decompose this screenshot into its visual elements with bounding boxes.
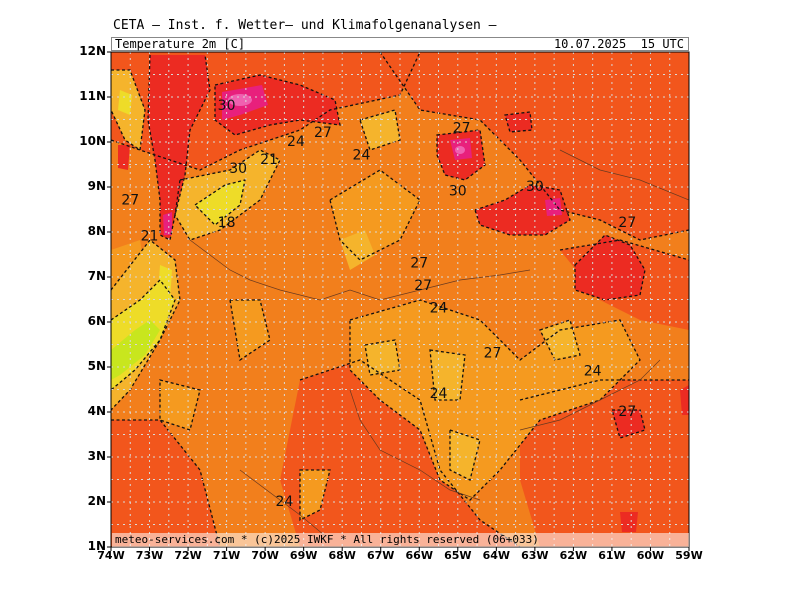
contour-label: 30 xyxy=(218,98,236,114)
x-axis-label: 64W xyxy=(482,549,511,562)
map-area: 30 27 24 21 30 24 27 30 30 27 27 18 21 27 27 24 27 24 24 27… xyxy=(111,52,689,547)
map-frame xyxy=(110,51,690,548)
header-title: CETA — Inst. f. Wetter— und Klimafolgena… xyxy=(113,18,497,33)
contour-label: 24 xyxy=(287,134,305,150)
x-axis-label: 73W xyxy=(135,549,164,562)
contour-label: 27 xyxy=(618,404,636,420)
x-axis-label: 66W xyxy=(405,549,433,562)
x-axis-label: 69W xyxy=(289,549,318,562)
graticule-grid xyxy=(111,52,689,547)
x-axis-label: 62W xyxy=(559,549,588,562)
contour-label: 27 xyxy=(484,346,502,362)
x-axis-label: 63W xyxy=(521,549,549,562)
contour-label: 21 xyxy=(141,229,159,245)
contour-label: 27 xyxy=(453,121,471,137)
x-axis-label: 59W xyxy=(675,549,703,562)
contour-label: 30 xyxy=(526,179,544,195)
header-subbar: Temperature 2m [C] 10.07.2025 15 UTC xyxy=(111,37,689,51)
y-axis-label: 4N xyxy=(87,404,106,418)
y-axis-label: 8N xyxy=(87,224,106,238)
y-axis-label: 2N xyxy=(87,494,106,508)
y-axis-label: 9N xyxy=(87,179,106,193)
y-axis-label: 5N xyxy=(87,359,106,373)
x-axis-label: 74W xyxy=(97,549,125,562)
contour-label: 24 xyxy=(353,148,371,164)
x-axis-label: 61W xyxy=(598,549,626,562)
contour-label: 27 xyxy=(618,215,636,231)
x-axis-label: 68W xyxy=(328,549,356,562)
x-axis-label: 67W xyxy=(366,549,395,562)
y-axis-label: 7N xyxy=(87,269,106,283)
contour-label: 24 xyxy=(430,301,448,317)
red-regions xyxy=(118,55,689,532)
contour-label: 24 xyxy=(430,386,448,402)
y-axis-label: 1N xyxy=(87,539,106,553)
contour-label: 27 xyxy=(414,278,432,294)
parameter-label: Temperature 2m [C] xyxy=(115,37,246,51)
contour-label: 27 xyxy=(410,256,428,272)
y-axis-label: 10N xyxy=(79,134,106,148)
yellow-green-regions xyxy=(111,320,160,380)
contour-label: 24 xyxy=(584,364,602,380)
contour-label: 30 xyxy=(229,161,247,177)
y-axis-label: 11N xyxy=(79,89,106,103)
x-axis-label: 60W xyxy=(636,549,665,562)
contour-label: 27 xyxy=(314,125,332,141)
contour-label: 21 xyxy=(260,152,278,168)
contour-label: 18 xyxy=(218,215,236,231)
contour-label: 30 xyxy=(449,184,467,200)
footer-credit-bar: meteo-services.com * (c)2025 IWKF * All … xyxy=(112,533,689,547)
y-axis-label: 6N xyxy=(87,314,106,328)
contour-label: 24 xyxy=(275,494,293,510)
y-axis-label: 12N xyxy=(79,44,106,58)
x-axis-label: 72W xyxy=(174,549,202,562)
contour-label-layer: 30 27 24 21 30 24 27 30 30 27 27 18 21 27 27 24 27 24 24 27… xyxy=(121,98,636,510)
y-axis-label: 3N xyxy=(87,449,106,463)
contour-label: 27 xyxy=(121,193,139,209)
footer-credit: meteo-services.com * (c)2025 IWKF * All … xyxy=(115,533,539,546)
axis-ticks xyxy=(107,51,690,551)
datetime-label: 10.07.2025 15 UTC xyxy=(553,37,684,51)
x-axis-label: 71W xyxy=(212,549,241,562)
x-axis-label: 65W xyxy=(444,549,472,562)
x-axis-label: 70W xyxy=(251,549,279,562)
